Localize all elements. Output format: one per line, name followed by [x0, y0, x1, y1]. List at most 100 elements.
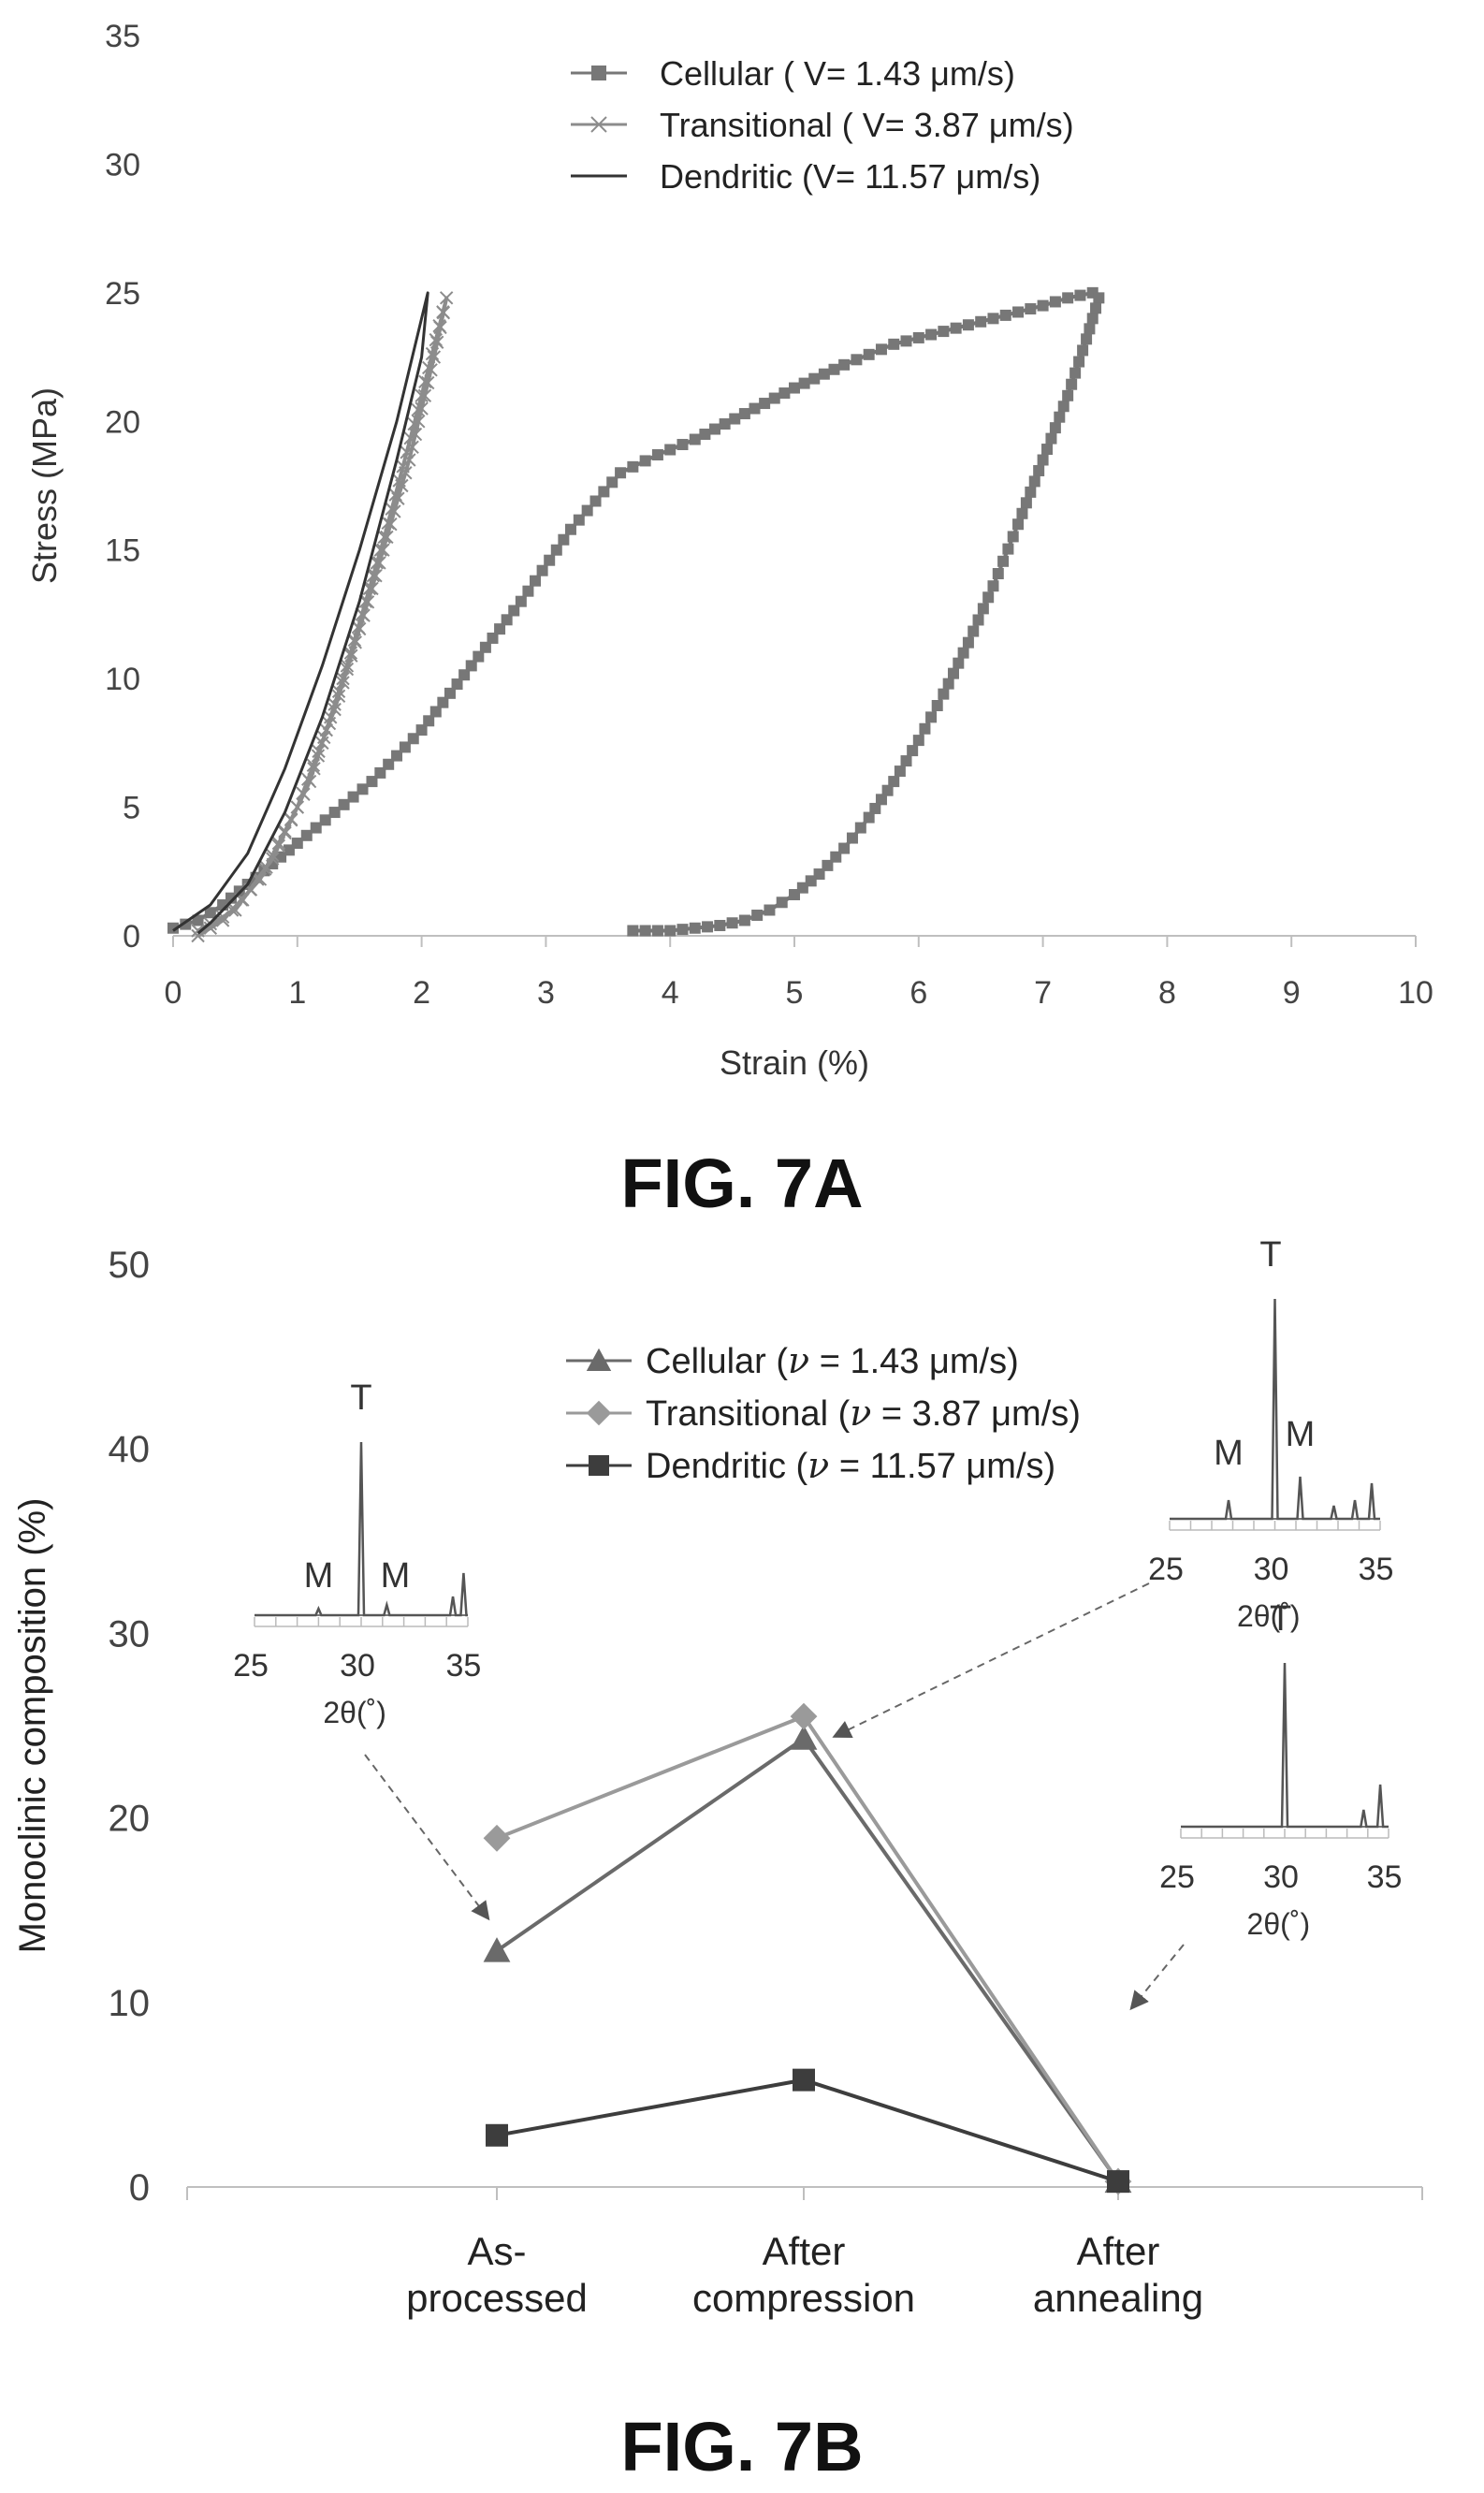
- data-point: [1073, 356, 1085, 368]
- data-point: [987, 313, 999, 325]
- legend-marker: [589, 1455, 609, 1476]
- inset-tick-label: 25: [1148, 1552, 1184, 1587]
- data-point: [912, 735, 924, 747]
- category-label: After: [1077, 2229, 1160, 2273]
- dashed-arrow: [832, 1582, 1150, 1738]
- inset-peak-label: T: [1259, 1235, 1281, 1275]
- data-point: [957, 647, 969, 659]
- data-point: [778, 387, 791, 400]
- data-point: [581, 504, 593, 517]
- legend-label-prefix: Dendritic (: [646, 1447, 807, 1486]
- x-tick-label: 1: [288, 975, 306, 1011]
- data-point: [191, 924, 205, 938]
- data-point: [828, 363, 840, 375]
- y-tick-label: 15: [105, 533, 140, 569]
- data-point: [846, 832, 858, 844]
- data-point: [975, 315, 987, 328]
- data-point: [1081, 333, 1093, 345]
- data-point: [818, 368, 830, 380]
- data-point: [487, 632, 499, 644]
- data-point: [925, 328, 938, 341]
- figure-7b-chart: 01020304050As-processedAftercompressionA…: [12, 1235, 1423, 2486]
- data-point: [290, 800, 305, 814]
- data-point: [738, 408, 750, 420]
- data-point: [369, 568, 383, 583]
- legend-label: Dendritic (V= 11.57 μm/s): [660, 157, 1040, 196]
- data-point: [894, 765, 906, 778]
- data-point: [306, 758, 321, 773]
- inset-spectrum: [255, 1441, 468, 1617]
- data-point: [838, 842, 851, 854]
- data-point: [312, 744, 326, 759]
- data-point: [726, 917, 738, 929]
- data-point: [550, 544, 562, 556]
- inset-tick-label: 30: [1254, 1552, 1289, 1587]
- data-point: [322, 716, 337, 731]
- data-point: [501, 614, 513, 626]
- data-point: [1020, 497, 1032, 509]
- data-point: [300, 829, 313, 841]
- data-point: [319, 814, 331, 826]
- data-point: [875, 794, 887, 806]
- data-point: [982, 591, 995, 604]
- data-point: [677, 924, 689, 936]
- data-point: [383, 758, 395, 770]
- data-point: [729, 413, 741, 425]
- data-point: [203, 921, 218, 935]
- data-point: [387, 504, 401, 518]
- data-point: [340, 662, 355, 677]
- inset-axis-title: 2θ(˚): [323, 1696, 386, 1729]
- data-point: [830, 851, 842, 863]
- legend-label: Transitional ( V= 3.87 μm/s): [660, 106, 1074, 144]
- y-tick-label: 10: [105, 662, 140, 697]
- x-tick-label: 10: [1398, 975, 1433, 1011]
- data-point: [1066, 378, 1078, 390]
- data-point: [343, 646, 358, 660]
- data-point: [1074, 289, 1086, 301]
- data-point: [215, 913, 230, 927]
- data-point: [429, 706, 442, 718]
- data-point: [854, 822, 866, 834]
- data-point: [415, 724, 428, 736]
- data-point: [405, 440, 419, 454]
- data-point: [391, 491, 405, 505]
- inset-tick-label: 35: [1359, 1552, 1394, 1587]
- legend-label-velocity-symbol: ν: [788, 1340, 809, 1381]
- data-point: [433, 320, 447, 335]
- y-tick-label: 10: [109, 1983, 151, 2024]
- data-point: [365, 581, 379, 596]
- data-point: [483, 1937, 511, 1962]
- category-label: compression: [692, 2276, 915, 2320]
- data-point: [366, 568, 381, 583]
- legend-label-velocity-symbol: ν: [807, 1445, 829, 1486]
- xrd-inset: T 25 30 35 2θ(˚): [1159, 1599, 1402, 1941]
- data-point: [266, 852, 280, 866]
- data-point: [544, 554, 556, 566]
- data-point: [881, 784, 894, 796]
- legend-label: Dendritic (ν = 11.57 μm/s): [646, 1445, 1055, 1486]
- figure-7a-chart: 0 1 2 3 4 5 6 7 8 9 10 0 5 10 15 20 25 30 35 Strain (%) Stre…: [25, 19, 1433, 1222]
- x-tick-label: 2: [413, 975, 430, 1011]
- data-point: [372, 556, 386, 570]
- data-point: [522, 585, 534, 597]
- x-tick-label: 7: [1034, 975, 1052, 1011]
- data-point: [380, 530, 394, 545]
- data-point: [336, 676, 350, 690]
- data-point: [719, 418, 731, 430]
- data-point: [702, 921, 714, 933]
- data-point: [972, 614, 984, 626]
- data-point: [423, 715, 435, 727]
- data-point: [900, 335, 912, 347]
- data-point: [1049, 422, 1061, 434]
- data-point: [919, 722, 931, 735]
- legend-label-prefix: Transitional (: [646, 1394, 851, 1434]
- category-label: As-: [468, 2229, 527, 2273]
- data-point: [1090, 302, 1102, 314]
- data-point: [348, 635, 362, 649]
- x-tick-label: 5: [786, 975, 804, 1011]
- data-point: [1054, 411, 1066, 423]
- data-point: [639, 455, 651, 467]
- y-tick-label: 25: [105, 276, 140, 312]
- data-point: [338, 798, 350, 810]
- data-point: [327, 697, 342, 711]
